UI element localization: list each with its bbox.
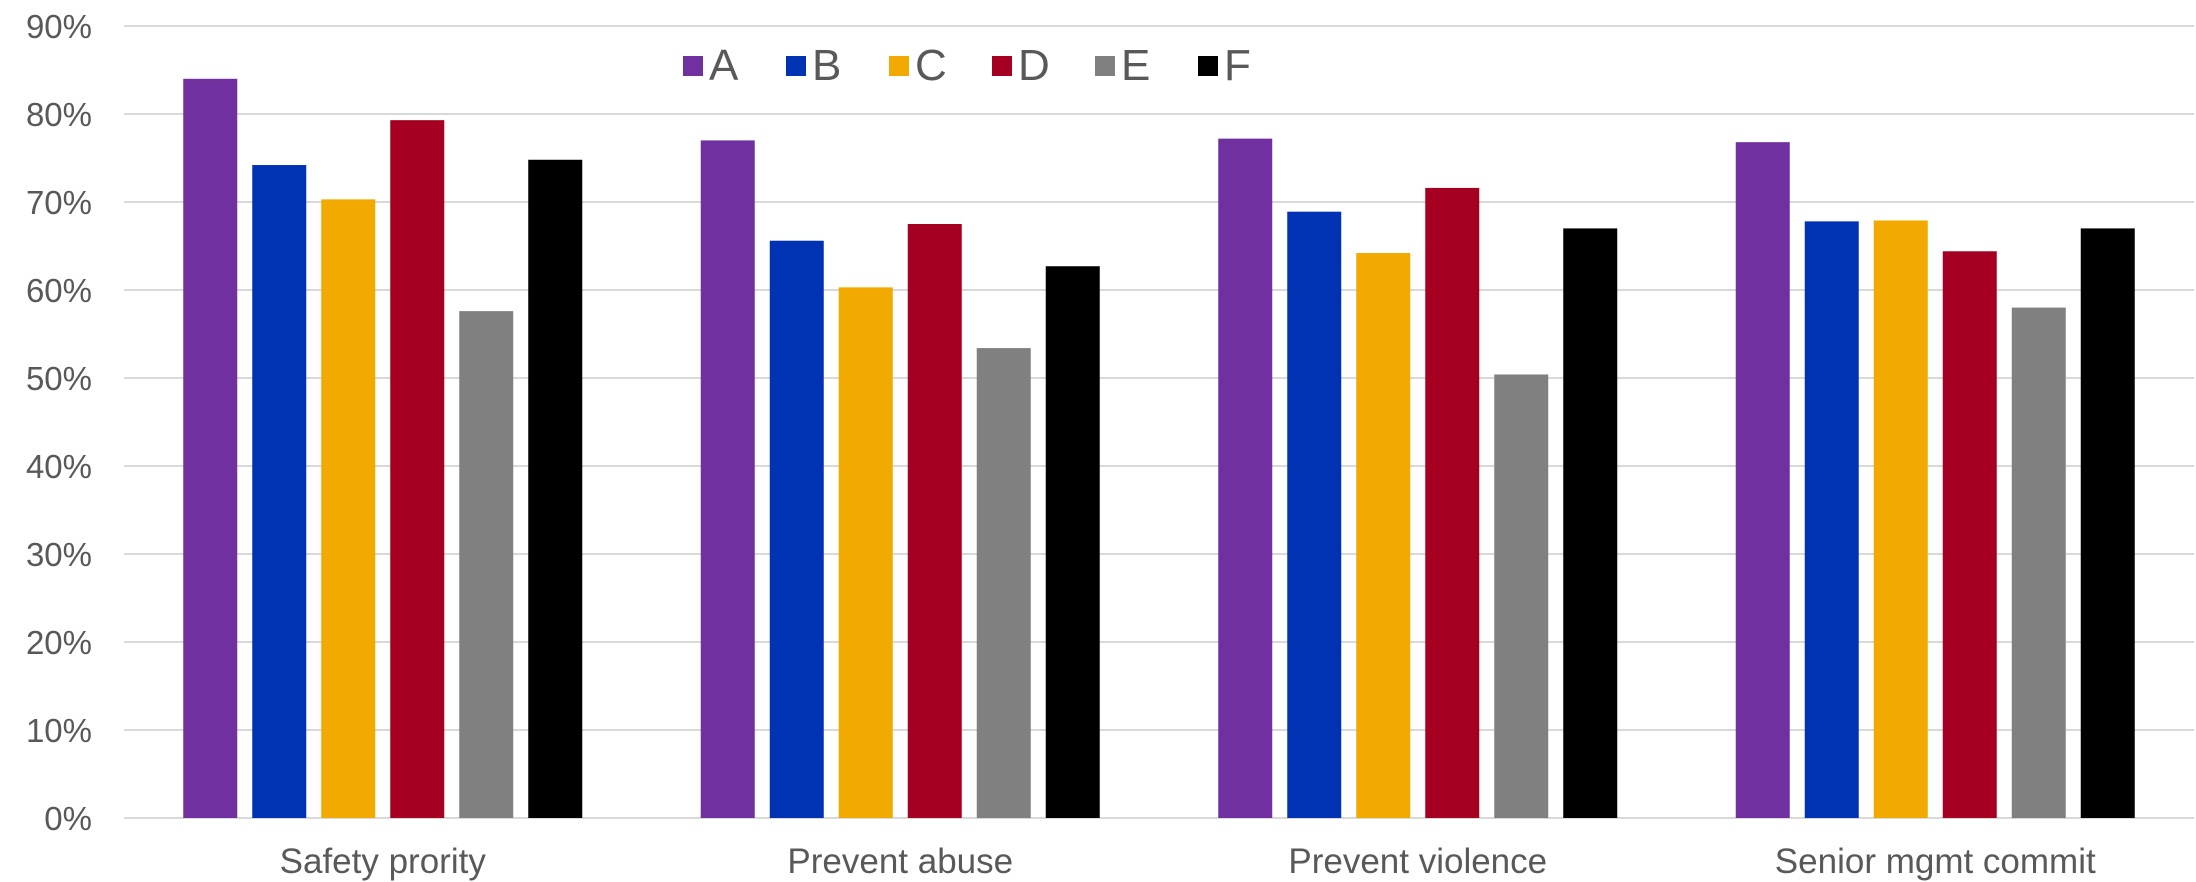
bar-a-3 xyxy=(1218,138,1273,818)
legend-swatch-c xyxy=(889,56,909,76)
legend-swatch-b xyxy=(786,56,806,76)
y-tick-label: 90% xyxy=(26,8,92,45)
legend-label: D xyxy=(1018,41,1050,90)
bar-f-1 xyxy=(528,159,583,818)
bar-b-3 xyxy=(1287,211,1342,818)
legend-label: E xyxy=(1121,41,1150,90)
legend-swatch-e xyxy=(1095,56,1115,76)
bar-d-1 xyxy=(390,120,445,818)
legend-label: C xyxy=(915,41,947,90)
y-tick-label: 40% xyxy=(26,448,92,485)
category-label: Prevent violence xyxy=(1288,842,1547,881)
y-tick-label: 0% xyxy=(44,800,92,837)
bar-e-1 xyxy=(459,311,514,818)
bar-c-3 xyxy=(1356,253,1411,819)
category-label: Prevent abuse xyxy=(787,842,1013,881)
bar-c-1 xyxy=(321,199,376,819)
bar-d-4 xyxy=(1942,251,1997,818)
legend-label: A xyxy=(709,41,739,90)
bars xyxy=(183,78,2135,819)
bar-b-2 xyxy=(769,240,824,819)
legend-swatch-a xyxy=(683,56,703,76)
y-tick-label: 80% xyxy=(26,96,92,133)
bar-d-3 xyxy=(1425,187,1480,819)
x-axis: Safety prority Prevent abuse Prevent viole… xyxy=(280,842,2096,881)
bar-e-3 xyxy=(1494,374,1549,818)
bar-a-2 xyxy=(700,140,755,818)
legend-label: F xyxy=(1224,41,1251,90)
bar-b-4 xyxy=(1804,221,1859,819)
legend: A B C D E F xyxy=(683,41,1251,90)
legend-swatch-d xyxy=(992,56,1012,76)
bar-b-1 xyxy=(252,165,307,819)
y-tick-label: 50% xyxy=(26,360,92,397)
bar-f-3 xyxy=(1563,228,1618,818)
y-tick-label: 30% xyxy=(26,536,92,573)
bar-d-2 xyxy=(907,224,962,818)
legend-swatch-f xyxy=(1198,56,1218,76)
legend-label: B xyxy=(812,41,841,90)
bar-f-4 xyxy=(2080,228,2135,818)
y-tick-label: 70% xyxy=(26,184,92,221)
bar-e-2 xyxy=(976,348,1031,818)
category-label: Safety prority xyxy=(280,842,487,881)
category-label: Senior mgmt commit xyxy=(1775,842,2096,881)
y-tick-label: 10% xyxy=(26,712,92,749)
bar-e-4 xyxy=(2011,307,2066,818)
bar-a-1 xyxy=(183,78,238,819)
bar-c-2 xyxy=(838,287,893,818)
y-tick-label: 20% xyxy=(26,624,92,661)
y-tick-label: 60% xyxy=(26,272,92,309)
bar-f-2 xyxy=(1045,266,1100,818)
y-axis-ticks: 0% 10% 20% 30% 40% 50% 60% 70% 80% 90% xyxy=(26,8,92,837)
bar-a-4 xyxy=(1735,142,1790,818)
bar-c-4 xyxy=(1873,220,1928,819)
